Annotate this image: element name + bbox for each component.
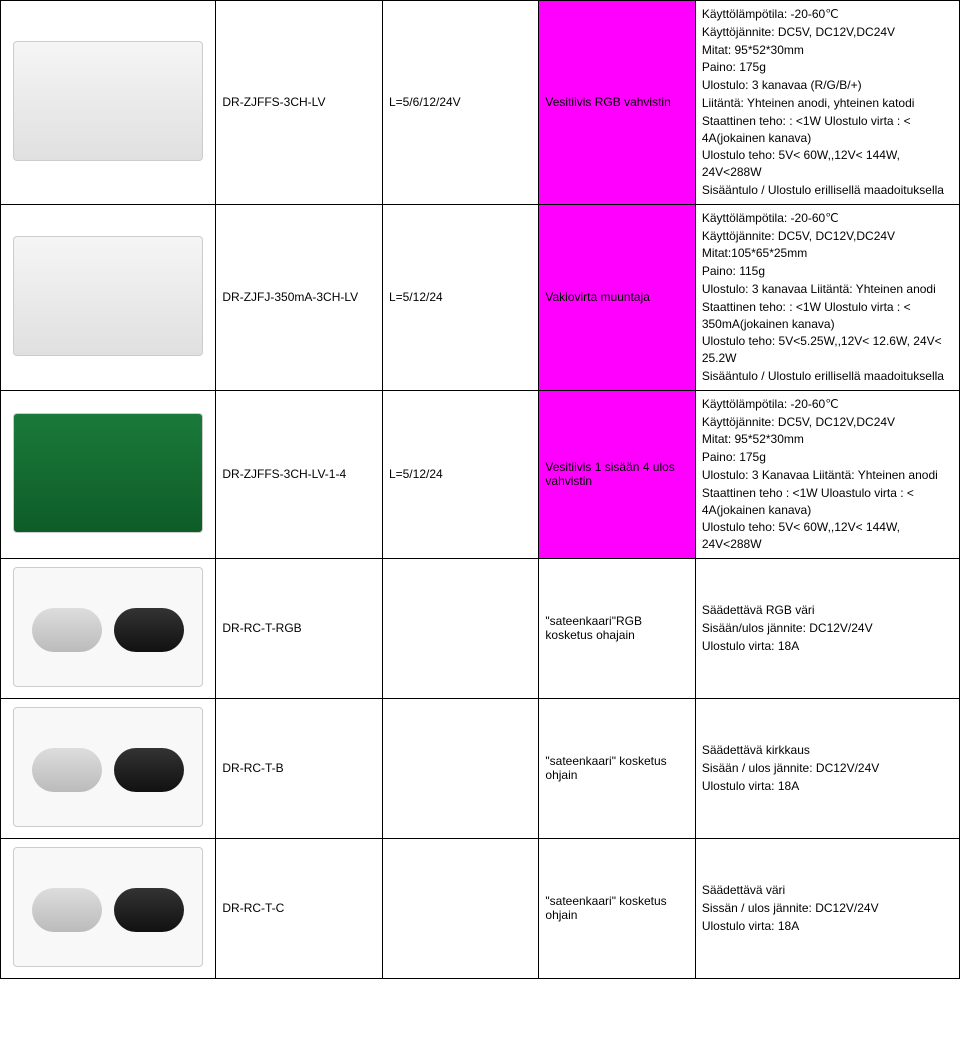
product-code: DR-RC-T-RGB	[216, 558, 383, 698]
spec-line: Sissän / ulos jännite: DC12V/24V	[702, 900, 953, 917]
spec-line: Käyttölämpötila: -20-60℃	[702, 396, 953, 413]
product-description: Vesitiivis RGB vahvistin	[539, 1, 695, 205]
product-spec: Käyttölämpötila: -20-60℃Käyttöjännite: D…	[695, 390, 959, 558]
product-code: DR-RC-T-B	[216, 698, 383, 838]
table-row: DR-ZJFJ-350mA-3CH-LVL=5/12/24Vakiovirta …	[1, 204, 960, 390]
product-code: DR-ZJFFS-3CH-LV	[216, 1, 383, 205]
product-description: Vakiovirta muuntaja	[539, 204, 695, 390]
product-image-placeholder	[13, 236, 203, 356]
spec-line: Sisään/ulos jännite: DC12V/24V	[702, 620, 953, 637]
product-description: "sateenkaari" kosketus ohjain	[539, 838, 695, 978]
spec-line: Ulostulo virta: 18A	[702, 778, 953, 795]
spec-line: Ulostulo: 3 kanavaa (R/G/B/+)	[702, 77, 953, 94]
spec-line: Käyttölämpötila: -20-60℃	[702, 6, 953, 23]
spec-line: Paino: 175g	[702, 449, 953, 466]
spec-line: Ulostulo: 3 kanavaa Liitäntä: Yhteinen a…	[702, 281, 953, 298]
product-image-placeholder	[13, 41, 203, 161]
spec-line: Sisään / ulos jännite: DC12V/24V	[702, 760, 953, 777]
spec-line: Ulostulo teho: 5V< 60W,,12V< 144W, 24V<2…	[702, 147, 953, 181]
product-image-placeholder	[13, 847, 203, 967]
spec-line: Paino: 175g	[702, 59, 953, 76]
spec-line: Käyttöjännite: DC5V, DC12V,DC24V	[702, 24, 953, 41]
product-param	[382, 698, 538, 838]
table-row: DR-ZJFFS-3CH-LVL=5/6/12/24VVesitiivis RG…	[1, 1, 960, 205]
spec-line: Mitat:105*65*25mm	[702, 245, 953, 262]
spec-line: Säädettävä väri	[702, 882, 953, 899]
product-code: DR-ZJFJ-350mA-3CH-LV	[216, 204, 383, 390]
product-param: L=5/12/24	[382, 204, 538, 390]
product-spec: Säädettävä kirkkausSisään / ulos jännite…	[695, 698, 959, 838]
spec-line: Mitat: 95*52*30mm	[702, 42, 953, 59]
product-description: Vesitiivis 1 sisään 4 ulos vahvistin	[539, 390, 695, 558]
product-image-cell	[1, 390, 216, 558]
product-spec: Säädettävä RGB väriSisään/ulos jännite: …	[695, 558, 959, 698]
product-image-cell	[1, 698, 216, 838]
table-row: DR-RC-T-B"sateenkaari" kosketus ohjainSä…	[1, 698, 960, 838]
product-image-placeholder	[13, 413, 203, 533]
product-description: "sateenkaari" kosketus ohjain	[539, 698, 695, 838]
spec-line: Käyttöjännite: DC5V, DC12V,DC24V	[702, 228, 953, 245]
spec-line: Staattinen teho: : <1W Ulostulo virta : …	[702, 113, 953, 147]
product-spec: Säädettävä väriSissän / ulos jännite: DC…	[695, 838, 959, 978]
product-code: DR-RC-T-C	[216, 838, 383, 978]
spec-line: Käyttölämpötila: -20-60℃	[702, 210, 953, 227]
spec-line: Ulostulo teho: 5V< 60W,,12V< 144W, 24V<2…	[702, 519, 953, 553]
spec-line: Säädettävä kirkkaus	[702, 742, 953, 759]
product-description: "sateenkaari"RGB kosketus ohajain	[539, 558, 695, 698]
spec-line: Ulostulo virta: 18A	[702, 638, 953, 655]
product-param: L=5/12/24	[382, 390, 538, 558]
product-table: DR-ZJFFS-3CH-LVL=5/6/12/24VVesitiivis RG…	[0, 0, 960, 979]
product-image-cell	[1, 204, 216, 390]
product-spec: Käyttölämpötila: -20-60℃Käyttöjännite: D…	[695, 1, 959, 205]
table-row: DR-RC-T-C"sateenkaari" kosketus ohjainSä…	[1, 838, 960, 978]
spec-line: Sisääntulo / Ulostulo erillisellä maadoi…	[702, 182, 953, 199]
product-image-cell	[1, 558, 216, 698]
table-row: DR-RC-T-RGB "sateenkaari"RGB kosketus oha…	[1, 558, 960, 698]
spec-line: Säädettävä RGB väri	[702, 602, 953, 619]
spec-line: Liitäntä: Yhteinen anodi, yhteinen katod…	[702, 95, 953, 112]
table-row: DR-ZJFFS-3CH-LV-1-4L=5/12/24Vesitiivis 1…	[1, 390, 960, 558]
spec-line: Sisääntulo / Ulostulo erillisellä maadoi…	[702, 368, 953, 385]
spec-line: Ulostulo virta: 18A	[702, 918, 953, 935]
product-image-cell	[1, 1, 216, 205]
spec-line: Mitat: 95*52*30mm	[702, 431, 953, 448]
product-param	[382, 838, 538, 978]
spec-line: Ulostulo: 3 Kanavaa Liitäntä: Yhteinen a…	[702, 467, 953, 484]
product-image-placeholder	[13, 567, 203, 687]
product-spec: Käyttölämpötila: -20-60℃Käyttöjännite: D…	[695, 204, 959, 390]
spec-line: Ulostulo teho: 5V<5.25W,,12V< 12.6W, 24V…	[702, 333, 953, 367]
product-image-placeholder	[13, 707, 203, 827]
spec-line: Käyttöjännite: DC5V, DC12V,DC24V	[702, 414, 953, 431]
product-image-cell	[1, 838, 216, 978]
product-param: L=5/6/12/24V	[382, 1, 538, 205]
product-param	[382, 558, 538, 698]
spec-line: Paino: 115g	[702, 263, 953, 280]
spec-line: Staattinen teho: : <1W Ulostulo virta : …	[702, 299, 953, 333]
product-code: DR-ZJFFS-3CH-LV-1-4	[216, 390, 383, 558]
spec-line: Staattinen teho : <1W Uloastulo virta : …	[702, 485, 953, 519]
